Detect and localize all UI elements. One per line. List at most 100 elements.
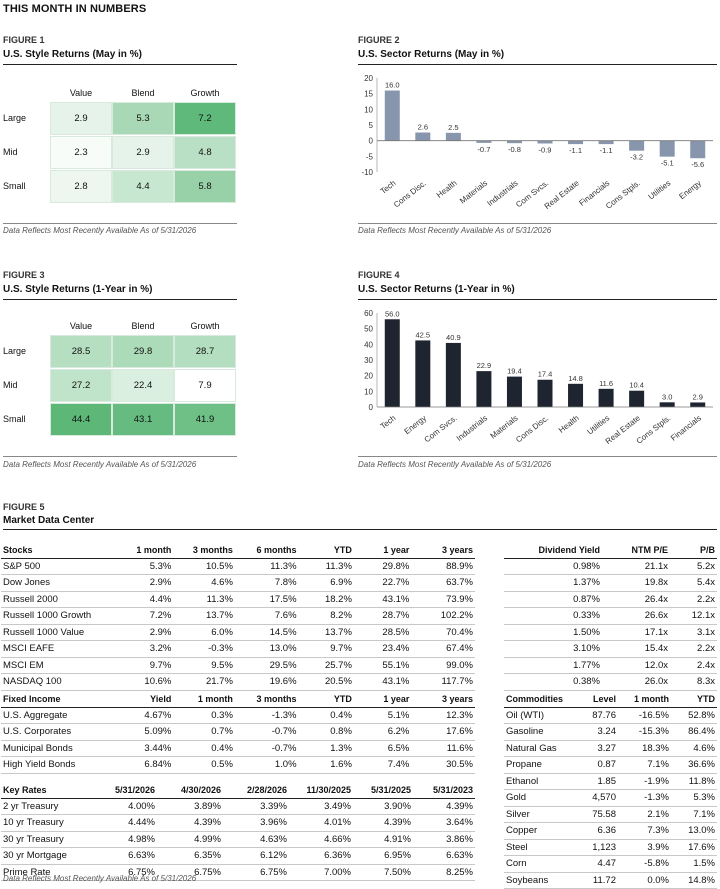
year-bar bbox=[415, 340, 431, 407]
may-category-label: Cons Stpls. bbox=[604, 178, 642, 210]
may-category-label: Real Estate bbox=[543, 178, 582, 211]
valuation-cell: 3.1x bbox=[670, 624, 717, 641]
fixed_income-cell: 12.3% bbox=[411, 707, 475, 724]
key_rates-cell: Prime Rate bbox=[1, 864, 85, 881]
fig1-cell: 7.2 bbox=[174, 102, 236, 135]
may-data-label: -5.6 bbox=[691, 160, 704, 169]
stocks-cell: S&P 500 bbox=[1, 558, 123, 575]
stocks-cell: 8.2% bbox=[298, 607, 354, 625]
commodities-header: Commodities bbox=[504, 691, 578, 708]
valuation-cell: 0.33% bbox=[504, 607, 602, 625]
commodities-header: Level bbox=[578, 691, 618, 708]
stocks-cell: -0.3% bbox=[173, 640, 235, 658]
figure-5-number: FIGURE 5 bbox=[3, 502, 45, 512]
valuation-cell: 0.98% bbox=[504, 558, 602, 575]
key_rates-cell: 6.35% bbox=[157, 847, 223, 865]
fig3-col-header: Blend bbox=[131, 321, 155, 331]
fig3-cell: 41.9 bbox=[174, 403, 236, 436]
commodities-row: Gasoline 3.24 -15.3% 86.4% bbox=[504, 723, 717, 741]
commodities-cell: Gold bbox=[504, 789, 578, 807]
year-data-label: 56.0 bbox=[385, 309, 400, 318]
may-y-tick: 5 bbox=[369, 121, 374, 130]
stocks-cell: NASDAQ 100 bbox=[1, 673, 123, 691]
fixed_income-header: YTD bbox=[298, 691, 354, 708]
fixed_income-cell: 7.4% bbox=[353, 756, 412, 774]
stocks-row: Russell 1000 Value 2.9% 6.0% 14.5% 13.7% 28.5… bbox=[1, 624, 475, 641]
fixed_income-cell: -1.3% bbox=[234, 707, 299, 724]
valuation-cell: 0.87% bbox=[504, 591, 602, 608]
may-bar bbox=[629, 140, 645, 151]
year-category-label: Health bbox=[557, 413, 581, 434]
valuation-cell: 12.1x bbox=[670, 607, 717, 625]
stocks-cell: 43.1% bbox=[353, 591, 412, 608]
fixed_income-cell: 4.67% bbox=[122, 707, 174, 724]
stocks-row: S&P 500 5.3% 10.5% 11.3% 11.3% 29.8% 88.9% bbox=[1, 558, 475, 575]
stocks-cell: 9.5% bbox=[173, 657, 235, 674]
key_rates-cell: 30 yr Treasury bbox=[1, 831, 85, 848]
commodities-row: Ethanol 1.85 -1.9% 11.8% bbox=[504, 773, 717, 790]
fig1-row-label: Large bbox=[3, 113, 27, 123]
key_rates-header: 5/31/2025 bbox=[353, 782, 413, 799]
stocks-cell: MSCI EM bbox=[1, 657, 123, 674]
stocks-cell: 19.6% bbox=[234, 673, 299, 691]
stocks-cell: 4.6% bbox=[173, 574, 235, 592]
stocks-cell: 23.4% bbox=[353, 640, 412, 658]
fixed_income-row: U.S. Aggregate 4.67% 0.3% -1.3% 0.4% 5.1% 12.3… bbox=[1, 707, 475, 724]
fixed_income-cell: 0.3% bbox=[173, 707, 235, 724]
commodities-cell: 3.9% bbox=[618, 839, 671, 856]
valuation-cell: 26.0x bbox=[602, 673, 670, 691]
stocks-cell: 55.1% bbox=[353, 657, 412, 674]
commodities-cell: 52.8% bbox=[671, 707, 717, 724]
commodities-cell: 2.1% bbox=[618, 806, 671, 823]
stocks-cell: MSCI EAFE bbox=[1, 640, 123, 658]
fig3-cell: 22.4 bbox=[112, 369, 174, 402]
year-category-label: Com Svcs. bbox=[423, 413, 459, 444]
may-data-label: -0.7 bbox=[477, 145, 490, 154]
year-bar bbox=[690, 402, 706, 407]
stocks-cell: Russell 1000 Value bbox=[1, 624, 123, 641]
commodities-cell: 14.8% bbox=[671, 872, 717, 889]
fixed_income-cell: 30.5% bbox=[411, 756, 475, 774]
key_rates-header: 4/30/2026 bbox=[157, 782, 223, 799]
key_rates-cell: 4.98% bbox=[85, 831, 157, 848]
fig1-cell: 5.3 bbox=[112, 102, 174, 135]
fixed_income-cell: 5.1% bbox=[353, 707, 412, 724]
key_rates-cell: 4.00% bbox=[85, 798, 157, 815]
fig1-cell: 4.8 bbox=[174, 136, 236, 169]
commodities-cell: 75.58 bbox=[578, 806, 618, 823]
year-bar bbox=[476, 371, 492, 407]
fig3-cell: 43.1 bbox=[112, 403, 174, 436]
fixed_income-header: 3 years bbox=[411, 691, 475, 708]
stocks-cell: 29.5% bbox=[234, 657, 299, 674]
year-category-label: Cons Disc. bbox=[514, 413, 550, 444]
stocks-cell: 18.2% bbox=[298, 591, 354, 608]
valuation-cell: 12.0x bbox=[602, 657, 670, 674]
year-category-label: Energy bbox=[403, 413, 429, 436]
key_rates-cell: 4.44% bbox=[85, 814, 157, 832]
fixed_income-cell: Municipal Bonds bbox=[1, 740, 123, 757]
valuation-cell: 26.6x bbox=[602, 607, 670, 625]
year-data-label: 14.8 bbox=[568, 374, 583, 383]
stocks-cell: 11.3% bbox=[234, 558, 299, 575]
stocks-cell: 7.6% bbox=[234, 607, 299, 625]
may-y-tick: 15 bbox=[364, 90, 373, 99]
valuation-cell: 1.77% bbox=[504, 657, 602, 674]
commodities-cell: 7.1% bbox=[671, 806, 717, 823]
may-data-label: 2.6 bbox=[418, 123, 428, 132]
stocks-cell: 88.9% bbox=[411, 558, 475, 575]
key_rates-header: 11/30/2025 bbox=[289, 782, 353, 799]
fixed_income-header: 1 month bbox=[173, 691, 235, 708]
key_rates-cell: 3.90% bbox=[353, 798, 413, 815]
valuation-row: 1.77% 12.0x 2.4x bbox=[504, 657, 717, 674]
stocks-cell: 10.5% bbox=[173, 558, 235, 575]
may-bar bbox=[537, 140, 553, 144]
stocks-cell: 11.3% bbox=[298, 558, 354, 575]
year-data-label: 42.5 bbox=[416, 330, 431, 339]
stocks-cell: 22.7% bbox=[353, 574, 412, 592]
valuation-cell: 21.1x bbox=[602, 558, 670, 575]
stocks-cell: 99.0% bbox=[411, 657, 475, 674]
year-data-label: 22.9 bbox=[477, 361, 492, 370]
stocks-cell: 9.7% bbox=[122, 657, 174, 674]
key_rates-cell: 4.99% bbox=[157, 831, 223, 848]
stocks-cell: Russell 1000 Growth bbox=[1, 607, 123, 625]
